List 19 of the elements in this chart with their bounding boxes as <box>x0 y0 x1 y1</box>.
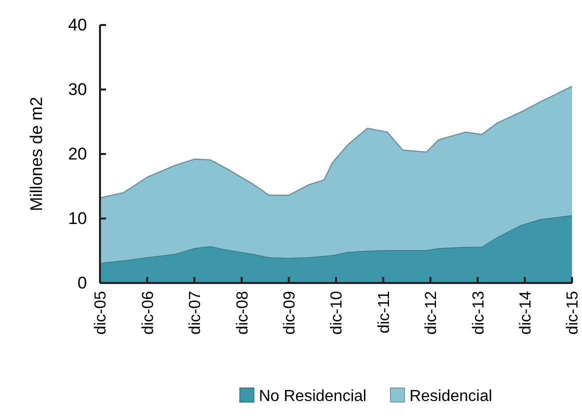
x-tick-label: dic-13 <box>470 290 488 335</box>
legend-label: No Residencial <box>258 388 366 405</box>
x-tick-label: dic-10 <box>328 290 346 335</box>
x-tick-label: dic-14 <box>517 290 534 335</box>
y-tick-label: 20 <box>68 144 87 164</box>
legend-label: Residencial <box>409 388 492 405</box>
x-tick-label: dic-06 <box>140 290 157 335</box>
y-tick-label: 40 <box>68 15 87 34</box>
x-tick-label: dic-12 <box>423 290 440 335</box>
x-tick-label: dic-07 <box>186 290 204 335</box>
y-tick-label: 0 <box>78 273 87 292</box>
x-tick-label: dic-09 <box>281 290 298 335</box>
y-tick-label: 10 <box>68 208 87 228</box>
y-tick-label: 30 <box>68 80 87 99</box>
y-axis-title: Millones de m2 <box>27 96 46 212</box>
x-tick-label: dic-15 <box>564 290 582 335</box>
x-tick-label: dic-11 <box>376 290 393 334</box>
x-tick-label: dic-05 <box>92 290 110 335</box>
x-tick-label: dic-08 <box>234 290 252 335</box>
